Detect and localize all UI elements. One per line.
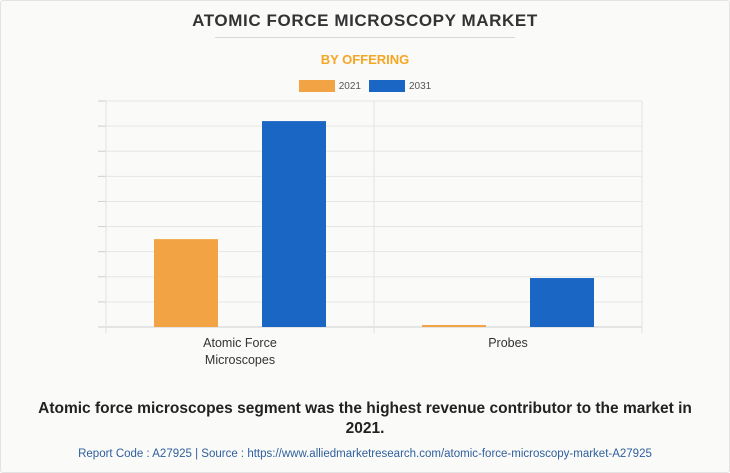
- title-divider: [215, 37, 515, 38]
- legend-item-2031: 2031: [369, 80, 431, 92]
- chart-title: ATOMIC FORCE MICROSCOPY MARKET: [192, 11, 538, 30]
- bars: [154, 121, 594, 327]
- summary-text: Atomic force microscopes segment was the…: [38, 400, 692, 437]
- chart-subtitle: BY OFFERING: [320, 52, 410, 67]
- category-label: Probes: [488, 336, 528, 350]
- category-labels: Atomic Force Microscopes Probes: [203, 336, 528, 367]
- report-source-footer: Report Code : A27925 | Source : https://…: [78, 448, 652, 460]
- bar-2031: [530, 278, 594, 327]
- bar-2031: [262, 121, 326, 327]
- category-label: Atomic Force: [203, 336, 277, 350]
- legend-item-2021: 2021: [298, 80, 361, 92]
- legend-swatch-2031: [369, 80, 405, 92]
- legend-label-2021: 2021: [338, 80, 361, 92]
- category-label: Microscopes: [205, 353, 275, 367]
- chart-legend: 2021 2031: [0, 80, 730, 92]
- bar-2021: [154, 239, 218, 327]
- legend-label-2031: 2031: [409, 80, 432, 92]
- bar-2021: [422, 324, 486, 327]
- legend-swatch-2021: [298, 80, 335, 92]
